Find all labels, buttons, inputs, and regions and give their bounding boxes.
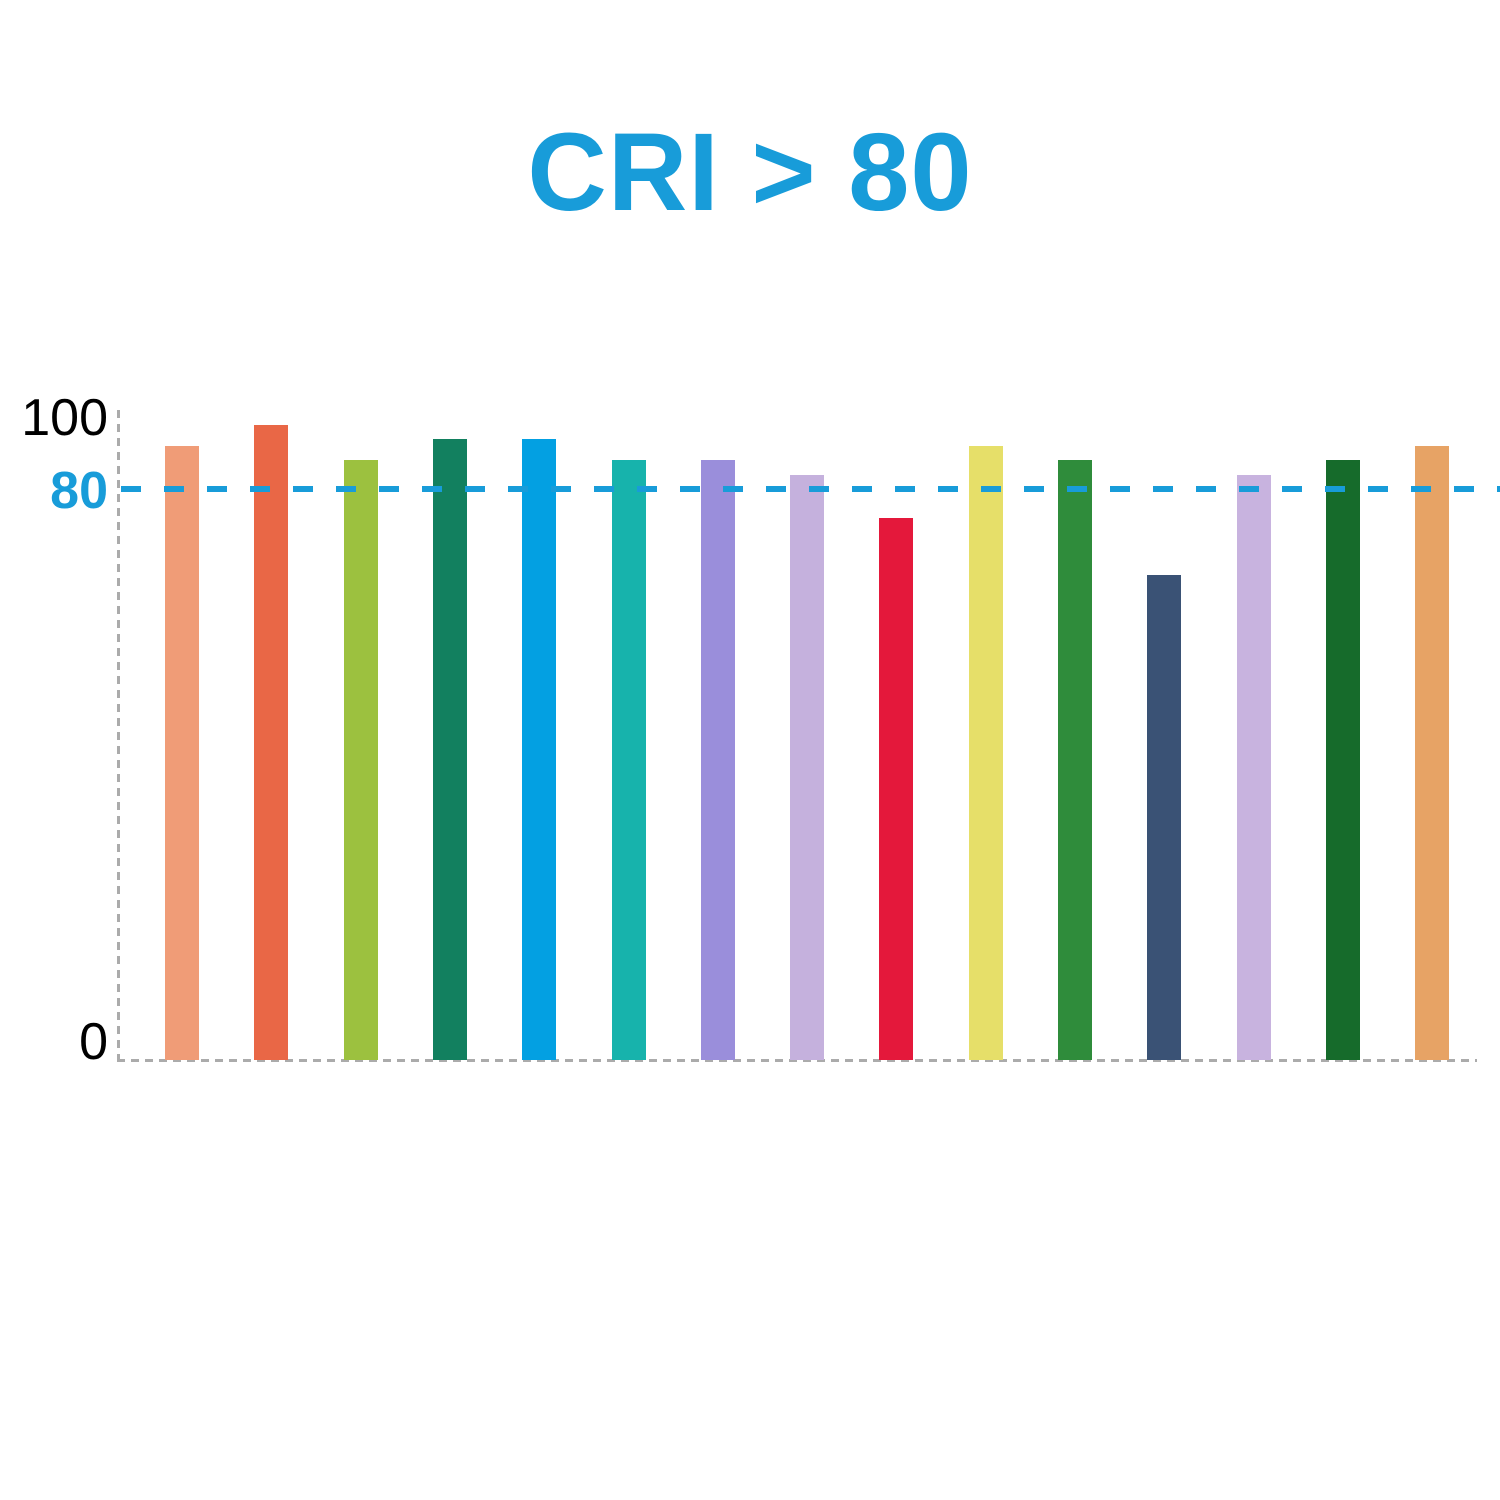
bar: [1147, 575, 1181, 1060]
y-axis-label-80: 80: [50, 462, 108, 520]
bar: [969, 446, 1003, 1060]
x-axis-baseline: [117, 1059, 1477, 1062]
threshold-line-80: [121, 486, 1500, 492]
bar: [790, 475, 824, 1060]
bar: [1058, 460, 1092, 1060]
bar: [612, 460, 646, 1060]
bar: [165, 446, 199, 1060]
bar: [1415, 446, 1449, 1060]
bars-container: [165, 425, 1449, 1060]
bar: [879, 518, 913, 1060]
bar: [1237, 475, 1271, 1060]
bar: [701, 460, 735, 1060]
bar: [433, 439, 467, 1060]
bar: [1326, 460, 1360, 1060]
bar: [522, 439, 556, 1060]
bar: [344, 460, 378, 1060]
y-axis-label-0: 0: [79, 1013, 108, 1071]
y-axis-label-100: 100: [21, 389, 108, 447]
bar: [254, 425, 288, 1060]
chart-title: CRI > 80: [527, 111, 973, 234]
y-axis-line: [117, 410, 120, 1061]
